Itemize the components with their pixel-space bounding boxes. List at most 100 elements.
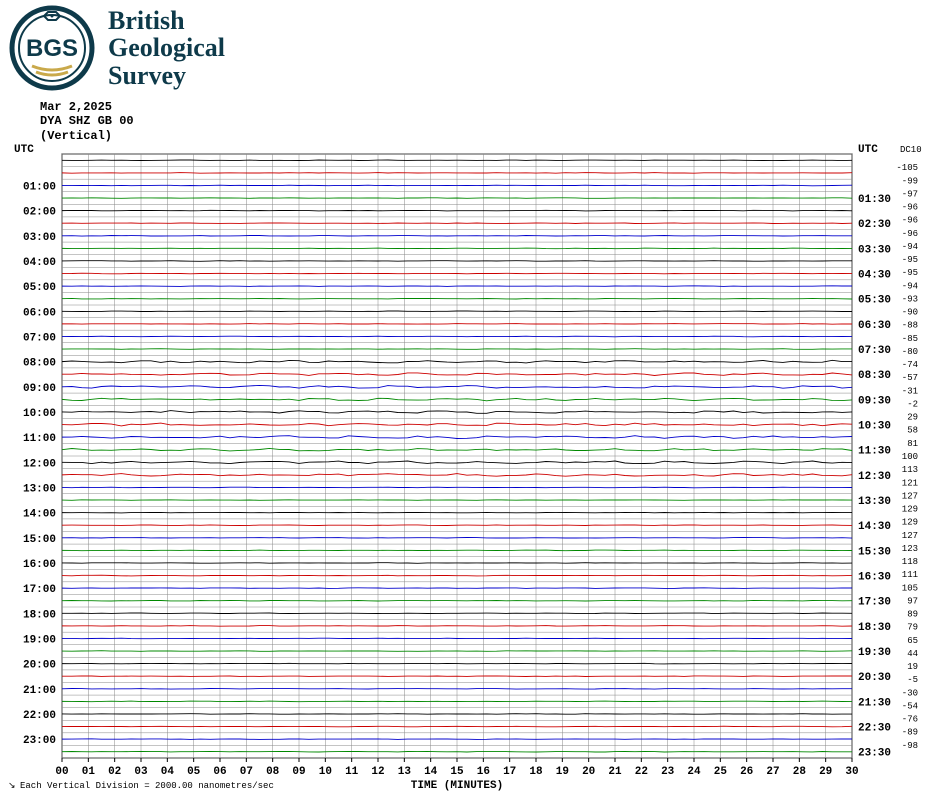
x-tick-label: 23 — [661, 766, 675, 778]
x-tick-label: 14 — [424, 766, 438, 778]
seismic-trace — [62, 349, 852, 350]
time-label-right: 23:30 — [858, 748, 891, 760]
seismic-trace — [62, 701, 852, 702]
dc-value: -57 — [902, 373, 918, 383]
dc-value: 118 — [902, 557, 918, 567]
time-label-left: 03:00 — [23, 232, 56, 244]
x-tick-label: 17 — [503, 766, 516, 778]
dc-value: 89 — [907, 610, 918, 620]
dc-value: 113 — [902, 465, 918, 475]
logo-line2: Geological — [108, 34, 225, 61]
dc-value: -99 — [902, 176, 918, 186]
time-label-left: 08:00 — [23, 358, 56, 370]
time-label-left: 17:00 — [23, 584, 56, 596]
seismic-trace — [62, 726, 852, 727]
bgs-logo-icon: BGS — [8, 4, 96, 92]
time-label-right: 09:30 — [858, 395, 891, 407]
time-label-right: 21:30 — [858, 697, 891, 709]
footer-note: Each Vertical Division = 2000.00 nanomet… — [20, 781, 274, 791]
chart-title-block: Mar 2,2025 DYA SHZ GB 00 (Vertical) — [40, 100, 134, 143]
seismic-trace — [62, 487, 852, 488]
time-label-right: 19:30 — [858, 647, 891, 659]
x-tick-label: 18 — [529, 766, 543, 778]
seismic-trace — [62, 210, 852, 211]
x-tick-label: 00 — [55, 766, 68, 778]
time-label-left: 14:00 — [23, 509, 56, 521]
helicorder-chart: Mar 2,2025 DYA SHZ GB 00 (Vertical) UTCU… — [0, 100, 930, 800]
time-label-left: 10:00 — [23, 408, 56, 420]
time-label-left: 13:00 — [23, 483, 56, 495]
dc-value: -90 — [902, 308, 918, 318]
x-tick-label: 26 — [740, 766, 753, 778]
x-tick-label: 30 — [845, 766, 858, 778]
x-tick-label: 15 — [450, 766, 464, 778]
x-tick-label: 22 — [635, 766, 648, 778]
time-label-left: 06:00 — [23, 307, 56, 319]
x-tick-label: 09 — [292, 766, 305, 778]
dc-value: 29 — [907, 413, 918, 423]
x-tick-label: 07 — [240, 766, 253, 778]
seismic-trace — [62, 563, 852, 564]
time-label-right: 11:30 — [858, 446, 891, 458]
time-label-right: 06:30 — [858, 320, 891, 332]
x-tick-label: 03 — [134, 766, 148, 778]
dc-value: 97 — [907, 596, 918, 606]
dc-label: DC10 — [900, 145, 922, 155]
x-tick-label: 16 — [477, 766, 490, 778]
seismic-trace — [62, 575, 852, 576]
dc-value: -5 — [907, 675, 918, 685]
time-label-right: 01:30 — [858, 194, 891, 206]
x-tick-label: 08 — [266, 766, 280, 778]
time-label-right: 03:30 — [858, 244, 891, 256]
seismic-trace — [62, 676, 852, 677]
logo-area: BGS British Geological Survey — [0, 0, 930, 96]
seismic-trace — [62, 160, 852, 161]
logo-text: British Geological Survey — [108, 7, 225, 89]
utc-label-right: UTC — [858, 144, 878, 156]
logo-badge-text: BGS — [26, 35, 78, 62]
dc-value: 81 — [907, 439, 918, 449]
time-label-right: 16:30 — [858, 572, 891, 584]
seismic-trace — [62, 261, 852, 262]
dc-value: -94 — [902, 242, 918, 252]
dc-value: -96 — [902, 203, 918, 213]
dc-value: 100 — [902, 452, 918, 462]
seismic-trace — [62, 751, 852, 752]
seismic-trace — [62, 500, 852, 501]
time-label-left: 02:00 — [23, 207, 56, 219]
x-tick-label: 11 — [345, 766, 359, 778]
dc-value: 65 — [907, 636, 918, 646]
x-tick-label: 10 — [319, 766, 332, 778]
dc-value: -54 — [902, 701, 918, 711]
seismic-trace — [62, 298, 852, 299]
dc-value: -76 — [902, 715, 918, 725]
dc-value: 127 — [902, 491, 918, 501]
chart-date: Mar 2,2025 — [40, 100, 134, 114]
time-label-right: 15:30 — [858, 546, 891, 558]
x-tick-label: 27 — [766, 766, 779, 778]
dc-value: -95 — [902, 268, 918, 278]
x-tick-label: 19 — [556, 766, 569, 778]
dc-value: -95 — [902, 255, 918, 265]
time-label-left: 15:00 — [23, 534, 56, 546]
time-label-right: 07:30 — [858, 345, 891, 357]
seismic-trace — [62, 198, 852, 199]
dc-value: 121 — [902, 478, 918, 488]
dc-value: 19 — [907, 662, 918, 672]
helicorder-svg: UTCUTCDC1001:0002:0003:0004:0005:0006:00… — [0, 100, 930, 800]
time-label-right: 04:30 — [858, 270, 891, 282]
dc-value: -2 — [907, 399, 918, 409]
time-label-left: 23:00 — [23, 735, 56, 747]
dc-value: 129 — [902, 505, 918, 515]
x-axis-label: TIME (MINUTES) — [411, 780, 503, 792]
time-label-left: 16:00 — [23, 559, 56, 571]
seismic-trace — [62, 613, 852, 614]
x-tick-label: 04 — [161, 766, 175, 778]
seismic-trace — [62, 223, 852, 224]
dc-value: -98 — [902, 741, 918, 751]
seismic-trace — [62, 651, 852, 652]
dc-value: -88 — [902, 321, 918, 331]
footer-arrow-icon: ↘ — [8, 781, 16, 791]
seismic-trace — [62, 273, 852, 274]
seismic-trace — [62, 689, 852, 690]
